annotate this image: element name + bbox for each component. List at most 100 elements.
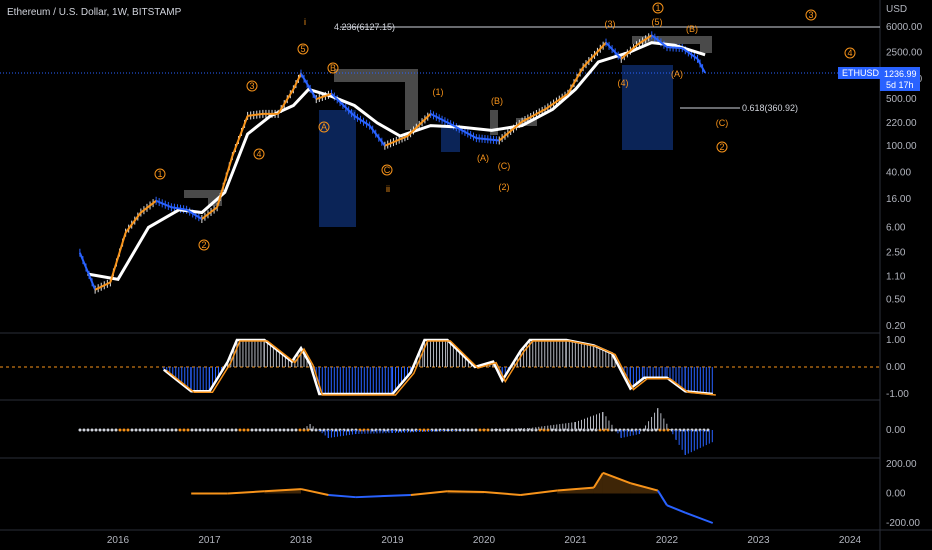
oscillator-3 [191,471,714,524]
trend-segment [292,73,302,90]
osc2-dot [642,428,646,432]
time-tick-label: 2016 [107,535,130,546]
oscillator-3-axis: 200.00 0.00 -200.00 [886,459,920,529]
fib-label-lower: 0.618(360.92) [742,103,798,113]
symbol-badge[interactable] [838,67,880,79]
oscillator-1-axis: 1.00 0.00 -1.00 [886,335,909,400]
time-tick-label: 2019 [381,535,404,546]
time-tick-label: 2017 [198,535,221,546]
osc2-dot [94,428,98,432]
osc2-dot [706,428,710,432]
osc2-dot [274,428,278,432]
wave-label: 2 [719,142,724,152]
osc3-line [328,493,356,499]
trend-segment [94,281,111,291]
wave-label-circle [253,148,265,160]
osc2-dot [298,428,302,432]
price-tick-label: 1.10 [886,272,906,283]
trend-segment [186,208,203,220]
osc2-dot [266,428,270,432]
osc1-tick-label: 0.00 [886,362,906,373]
trend-segment [300,73,318,100]
wave-label-circle [716,141,728,153]
osc2-dot [410,428,414,432]
osc1-line [163,338,713,396]
target-zone [622,65,673,150]
trend-segment [430,112,454,127]
trend-segment [567,66,584,95]
osc2-dot [170,428,174,432]
osc2-dot [130,428,134,432]
osc3-line [410,490,448,496]
time-tick-label: 2021 [564,535,587,546]
symbol-badge-name: ETHUSD [842,68,880,78]
wave-label: (A) [671,69,683,79]
osc2-dot [254,428,258,432]
price-tick-label: 0.20 [886,321,906,332]
last-price-badge[interactable] [880,67,920,91]
osc2-dot [114,428,118,432]
osc3-line [447,490,485,494]
osc2-dot [126,428,130,432]
osc3-line [483,491,521,496]
osc3-fill [630,483,658,494]
osc3-fill [557,487,594,494]
wave-label: ii [386,184,390,194]
time-axis[interactable]: 2016 2017 2018 2019 2020 2021 2022 2023 2024 [107,535,862,546]
wave-label: (C) [498,161,511,171]
last-price-value: 1236.99 [884,69,917,79]
osc2-dot [258,428,262,432]
osc2-dot [178,428,182,432]
wave-label: (B) [686,24,698,34]
bar-countdown: 5d 17h [886,80,914,90]
trend-segment [315,92,332,101]
price-tick-label: 100.00 [886,141,917,152]
osc2-dot [230,428,234,432]
trend-segment [582,41,607,68]
osc2-dot [202,428,206,432]
wave-label: A [321,122,327,132]
wave-label-circle [327,62,339,74]
time-tick-label: 2020 [473,535,496,546]
trend-segment [498,120,523,142]
wave-label: C [384,165,391,175]
osc1-signal [166,340,716,396]
osc2-dot [206,428,210,432]
osc2-dot [398,428,402,432]
osc2-dot [102,428,106,432]
price-tick-label: 16.00 [886,194,911,205]
osc2-dot [150,428,154,432]
oscillator-2-axis: 0.00 [886,425,906,436]
wave-label-circle [652,2,664,14]
series-layer [78,31,707,294]
osc2-dot [218,428,222,432]
wave-label: B [330,63,336,73]
osc2-dot [106,428,110,432]
price-tick-label: 2500.00 [886,47,923,58]
wave-label: (C) [716,118,729,128]
osc3-tick-label: 0.00 [886,489,906,500]
wave-label-circle [154,168,166,180]
osc3-line [657,490,668,506]
wave-label: 1 [655,3,660,13]
trend-segment [521,108,546,123]
trend-segment [277,88,295,115]
trend-segment [231,115,249,157]
wave-label-circle [297,43,309,55]
trend-segment [476,137,500,142]
price-tick-label: 2.50 [886,248,906,259]
trend-segment [171,206,187,211]
osc2-dot [198,428,202,432]
osc2-dot [154,428,158,432]
trend-segment [651,34,668,48]
osc2-dot [494,428,498,432]
target-zone [441,127,460,152]
osc3-line [557,486,594,492]
currency-label: USD [886,4,907,15]
osc2-dot [482,428,486,432]
osc2-dot [158,428,162,432]
osc3-tick-label: -200.00 [886,518,920,529]
trend-segment [384,135,409,147]
oscillator-2 [78,408,713,455]
